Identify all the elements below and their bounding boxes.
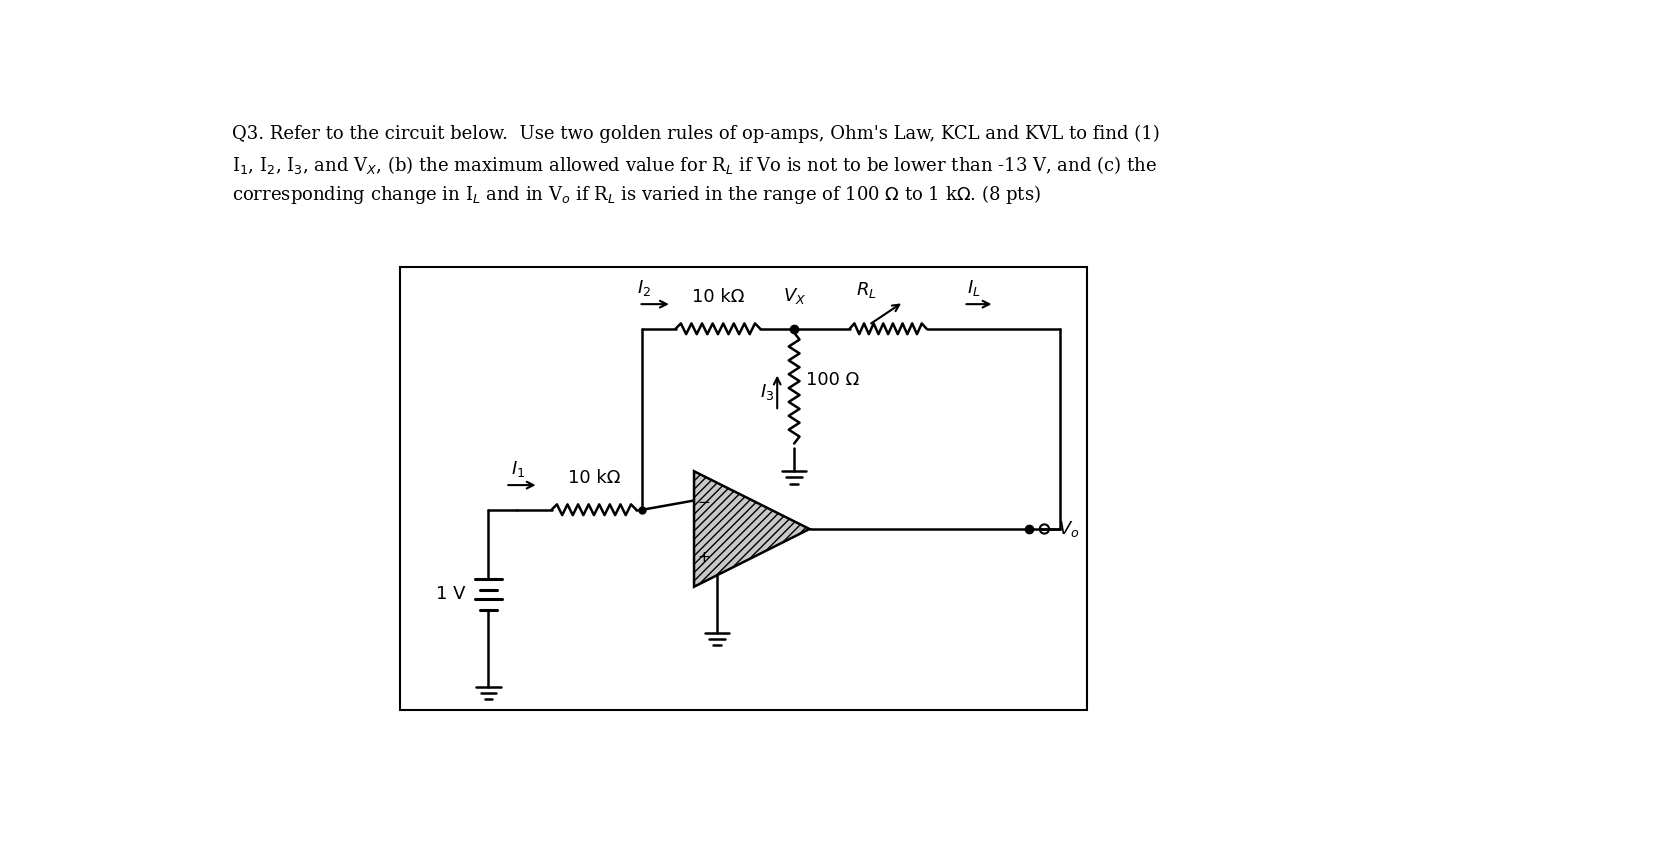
Text: $R_L$: $R_L$ (856, 280, 876, 300)
Polygon shape (694, 471, 809, 587)
Text: $I_2$: $I_2$ (638, 278, 651, 298)
Text: $I_L$: $I_L$ (968, 278, 981, 298)
Text: Q3. Refer to the circuit below.  Use two golden rules of op-amps, Ohm's Law, KCL: Q3. Refer to the circuit below. Use two … (232, 125, 1160, 143)
Text: corresponding change in I$_L$ and in V$_o$ if R$_L$ is varied in the range of 10: corresponding change in I$_L$ and in V$_… (232, 183, 1041, 207)
Text: $V_o$: $V_o$ (1058, 519, 1080, 539)
Text: I$_1$, I$_2$, I$_3$, and V$_X$, (b) the maximum allowed value for R$_L$ if Vo is: I$_1$, I$_2$, I$_3$, and V$_X$, (b) the … (232, 154, 1157, 176)
Text: 1 V: 1 V (436, 585, 466, 603)
Text: $I_3$: $I_3$ (759, 382, 774, 402)
Text: $I_1$: $I_1$ (511, 459, 526, 479)
Text: 100 Ω: 100 Ω (806, 371, 860, 390)
Text: $+$: $+$ (696, 550, 709, 565)
Bar (401, 267, 1087, 710)
Text: $-$: $-$ (696, 493, 709, 508)
Text: 10 kΩ: 10 kΩ (691, 288, 744, 306)
Text: $V_X$: $V_X$ (783, 285, 806, 306)
Text: 10 kΩ: 10 kΩ (567, 468, 621, 487)
